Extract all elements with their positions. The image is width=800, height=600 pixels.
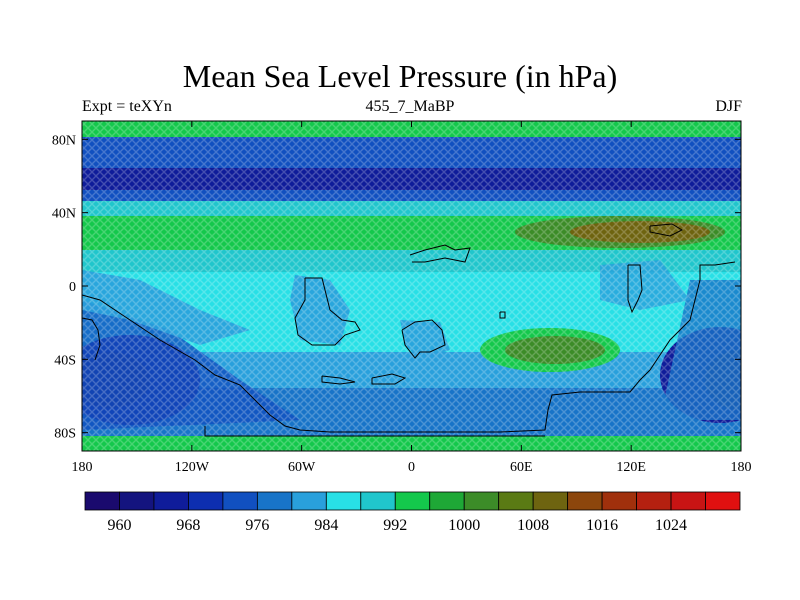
colorbar-swatch [256,491,293,511]
x-tick-label: 120E [616,460,646,475]
colorbar-swatch [670,491,706,511]
colorbar-swatch [119,491,155,511]
colorbar-swatch [222,491,258,511]
chart-title: Mean Sea Level Pressure (in hPa) [182,58,618,94]
colorbar-label: 1000 [448,517,480,534]
y-tick-label: 40N [52,207,76,222]
colorbar-swatch [325,491,362,511]
y-tick-label: 0 [69,280,76,295]
x-tick-label: 60E [510,460,533,475]
x-tick-label: 60W [288,460,316,475]
colorbar-swatch [188,491,224,511]
colorbar-label: 1016 [586,517,618,534]
colorbar-swatch [463,491,500,511]
y-tick-label: 80S [54,427,76,442]
colorbar-label: 1024 [655,517,687,534]
colorbar-label: 976 [245,517,269,534]
colorbar-swatch [394,491,431,511]
experiment-label: Expt = teXYn [82,98,172,115]
pressure-field [82,121,741,451]
colorbar-label: 960 [107,517,131,534]
colorbar-label: 968 [176,517,200,534]
y-tick-label: 80N [52,133,76,148]
x-tick-label: 180 [731,460,752,475]
colorbar-swatch [291,491,327,511]
colorbar-swatch [705,491,741,511]
colorbar-swatch [498,491,534,511]
colorbar-swatch [636,491,672,511]
colorbar-swatch [153,491,189,511]
x-tick-label: 0 [408,460,415,475]
colorbar: 960 968 976 984 992 1000 1008 1016 1024 [84,491,741,534]
x-tick-label: 120W [175,460,210,475]
colorbar-swatch [84,491,120,511]
age-label: 455_7_MaBP [365,98,455,115]
hatch-texture [82,121,741,451]
colorbar-swatch [360,491,396,511]
axis-ticks: 180 120W 60W 0 60E 120E 180 80N 40N 0 40S 80S [52,121,752,475]
season-label: DJF [715,98,742,115]
colorbar-swatch [567,491,603,511]
colorbar-label: 984 [314,517,338,534]
colorbar-swatch [429,491,465,511]
coastlines [82,223,736,437]
x-tick-label: 180 [72,460,93,475]
colorbar-label: 1008 [517,517,549,534]
colorbar-swatch [532,491,569,511]
colorbar-label: 992 [383,517,407,534]
colorbar-swatch [601,491,637,511]
y-tick-label: 40S [54,353,76,368]
